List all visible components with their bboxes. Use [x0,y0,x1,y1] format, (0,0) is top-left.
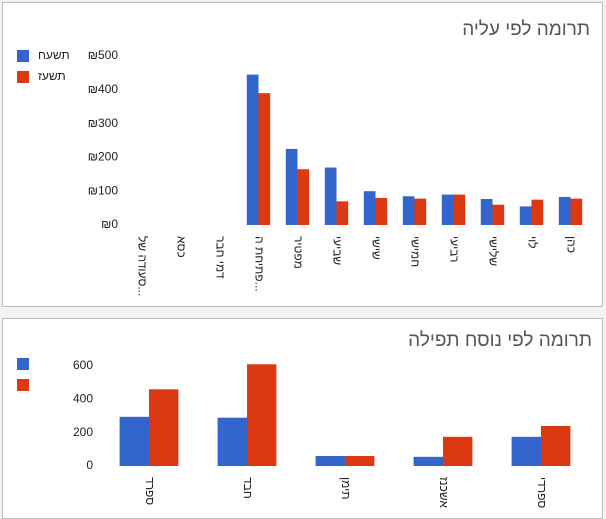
bar [285,148,298,225]
y-tick-label: 600 [73,358,93,372]
chart-title: תרומה לפי עליה [462,19,590,40]
y-tick-label: ₪500 [88,48,119,62]
y-tick-label: ₪400 [88,82,119,96]
bar [413,456,443,466]
y-tick-label: 0 [86,458,93,472]
bar [414,198,427,225]
x-tick-label: חמישי [408,236,422,267]
bar [336,201,349,225]
legend-swatch [17,71,29,83]
bar [297,169,310,225]
x-tick-label: אשכנז [437,477,451,508]
bar [258,93,271,226]
y-tick-label: 400 [73,391,93,405]
bar [441,194,454,225]
x-tick-label: פתיחת ה... [252,236,266,292]
bar [558,196,571,225]
chart-title: תרומה לפי נוסח תפילה [408,330,592,351]
x-tick-label: דמי חבר [213,236,227,279]
bar [363,191,376,225]
bar [149,389,179,466]
bar [480,198,493,225]
x-tick-label: סעודה של... [135,236,149,296]
bar [511,436,541,466]
bar [443,436,473,466]
bar [315,455,345,466]
chart-panel [2,2,603,307]
y-tick-label: ₪0 [101,217,118,231]
legend-label: תשעח [38,48,70,62]
bar [246,74,259,225]
x-tick-label: ספרדי [535,477,549,508]
bar [324,167,337,225]
x-tick-label: שביעי [330,236,344,265]
y-tick-label: 200 [73,425,93,439]
bar [531,199,544,225]
y-tick-label: ₪300 [88,116,119,130]
legend-swatch [17,50,29,62]
x-tick-label: לוי [525,236,539,249]
chart-panel [2,318,603,519]
x-tick-label: רביעי [447,236,461,262]
bar [519,206,532,225]
bar [247,364,277,466]
y-tick-label: ₪200 [88,150,119,164]
bar [217,417,247,466]
x-tick-label: מפטיר [291,236,305,269]
bar [453,194,466,225]
bar [119,416,149,466]
y-tick-label: ₪100 [88,183,119,197]
x-tick-label: שלישי [486,236,500,266]
bar [402,196,415,225]
legend-swatch [17,379,29,391]
legend-swatch [17,358,29,370]
bar [570,198,583,225]
x-tick-label: תימן [339,477,353,500]
x-tick-label: ספרד [143,477,157,505]
legend-label: תשעז [38,69,66,83]
x-tick-label: שישי [369,236,383,260]
x-tick-label: כסא [174,236,188,258]
x-tick-label: חבד [241,477,255,499]
x-tick-label: כהן [564,236,578,253]
bar [541,425,571,466]
bar [375,197,388,225]
bar [345,455,375,466]
bar [492,204,505,225]
